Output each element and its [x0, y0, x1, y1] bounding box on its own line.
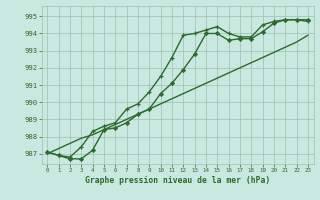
X-axis label: Graphe pression niveau de la mer (hPa): Graphe pression niveau de la mer (hPa): [85, 176, 270, 185]
